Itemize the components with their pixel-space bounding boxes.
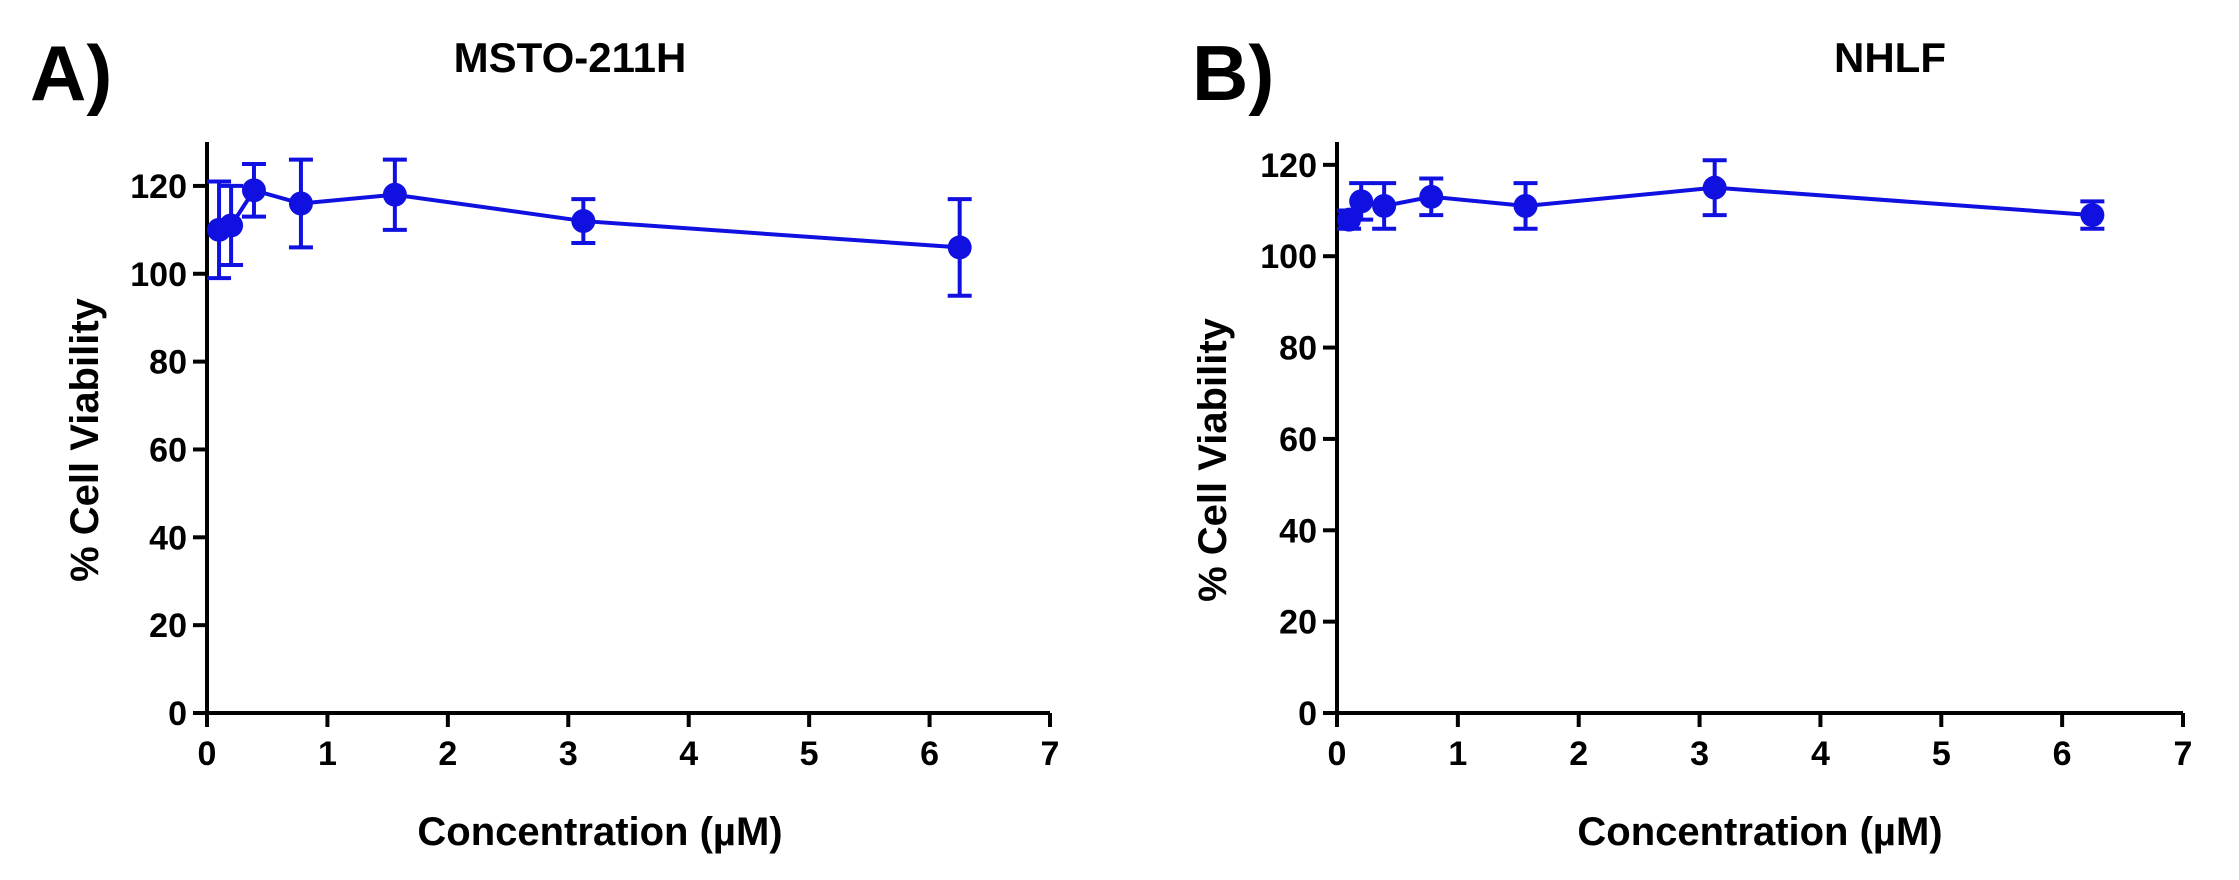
x-tick-label: 6 (2053, 735, 2072, 773)
x-tick-label: 3 (559, 735, 578, 773)
chart-title: MSTO-211H (454, 34, 687, 81)
y-tick-label: 100 (130, 256, 187, 294)
x-tick-label: 3 (1690, 735, 1709, 773)
y-tick-label: 60 (1279, 421, 1317, 459)
data-point (1349, 189, 1374, 214)
x-tick-label: 4 (1811, 735, 1830, 773)
x-axis-label: Concentration (µM) (417, 810, 782, 854)
x-tick-label: 5 (1932, 735, 1951, 773)
y-tick-label: 80 (1279, 330, 1317, 368)
y-tick-label: 80 (149, 344, 187, 382)
x-tick-label: 5 (800, 735, 819, 773)
y-axis-label: % Cell Viability (1191, 317, 1235, 602)
y-tick-label: 60 (149, 431, 187, 469)
y-tick-label: 40 (1279, 512, 1317, 550)
x-tick-label: 0 (198, 735, 217, 773)
data-point (1702, 175, 1727, 200)
y-tick-label: 0 (168, 695, 187, 733)
y-axis-label: % Cell Viability (63, 297, 107, 582)
data-point (288, 191, 313, 216)
data-point (2080, 203, 2105, 228)
y-tick-label: 0 (1298, 695, 1317, 733)
chart-title: NHLF (1834, 34, 1946, 81)
panel-label: A) (30, 29, 112, 117)
x-tick-label: 7 (1041, 735, 1060, 773)
x-tick-label: 1 (318, 735, 337, 773)
y-tick-label: 20 (1279, 604, 1317, 642)
x-tick-label: 1 (1448, 735, 1467, 773)
y-tick-label: 40 (149, 519, 187, 557)
data-point (382, 182, 407, 207)
data-point (1419, 184, 1444, 209)
data-point (219, 213, 244, 238)
data-point (241, 178, 266, 203)
x-tick-label: 7 (2174, 735, 2193, 773)
panel-label: B) (1192, 29, 1274, 117)
x-tick-label: 2 (1569, 735, 1588, 773)
y-tick-label: 20 (149, 607, 187, 645)
x-tick-label: 0 (1328, 735, 1347, 773)
y-tick-label: 120 (1260, 147, 1317, 185)
y-tick-label: 100 (1260, 238, 1317, 276)
x-tick-label: 6 (920, 735, 939, 773)
data-point (1337, 207, 1362, 232)
data-point (571, 209, 596, 234)
chart-panel-nhlf: B) NHLF % Cell Viability Concentration (… (1191, 29, 2192, 854)
x-tick-label: 4 (679, 735, 698, 773)
chart-panel-msto-211h: A) MSTO-211H % Cell Viability Concentrat… (30, 29, 1059, 854)
y-tick-label: 120 (130, 168, 187, 206)
data-point (947, 235, 972, 260)
x-tick-label: 2 (438, 735, 457, 773)
x-axis-label: Concentration (µM) (1577, 810, 1942, 854)
data-point (1372, 193, 1397, 218)
data-point (1513, 193, 1538, 218)
